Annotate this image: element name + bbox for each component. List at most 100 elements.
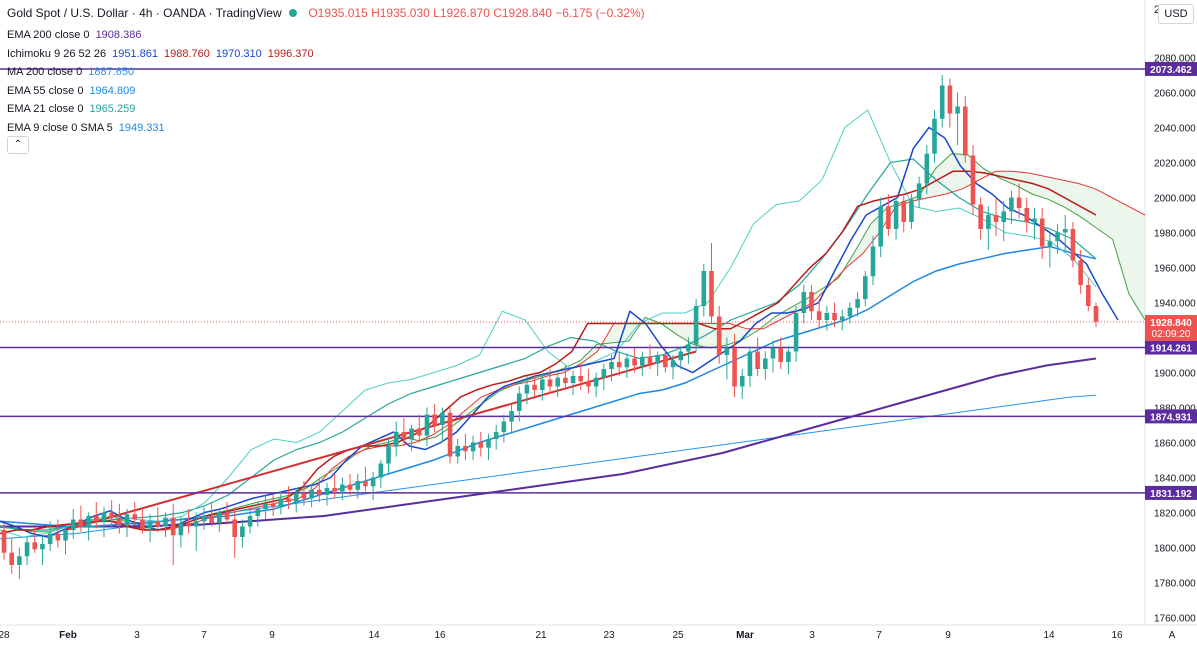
candle-body <box>424 414 430 436</box>
level-price-label: 1914.261 <box>1150 344 1192 355</box>
candle-body <box>1016 197 1022 208</box>
candle-body <box>993 215 999 222</box>
indicator-row[interactable]: EMA 200 close 0 1908.386 <box>0 26 645 45</box>
candle-body <box>1039 218 1045 247</box>
candle-body <box>670 360 676 368</box>
y-tick-label: 1860.000 <box>1154 439 1196 450</box>
candle-body <box>455 446 461 457</box>
candle-body <box>632 358 637 366</box>
candle-body <box>401 432 407 439</box>
indicator-value: 1965.259 <box>89 103 136 115</box>
indicator-row[interactable]: EMA 55 close 0 1964.809 <box>0 82 645 101</box>
candle-body <box>193 521 199 527</box>
candle-body <box>547 379 553 387</box>
level-price-tag <box>1145 409 1197 424</box>
candle-body <box>786 351 791 362</box>
candle-body <box>186 523 191 527</box>
y-tick-label: 2080.000 <box>1154 54 1196 65</box>
platform: TradingView <box>215 6 282 20</box>
candle-body <box>563 377 568 383</box>
candle-body <box>532 384 537 390</box>
candle-body <box>47 533 53 544</box>
candle-body <box>986 215 991 229</box>
collapse-legend-button[interactable]: ⌃ <box>7 136 29 154</box>
ohlc-high: H1935.030 <box>371 6 430 20</box>
candle-body <box>340 484 345 492</box>
ichimoku-kijun-line <box>0 170 1097 535</box>
candle-body <box>347 484 353 490</box>
candle-body <box>663 355 668 368</box>
y-tick-label: 2000.000 <box>1154 194 1196 205</box>
candle-body <box>478 442 484 448</box>
candle-body <box>624 358 630 368</box>
candle-body <box>847 307 853 317</box>
candle-body <box>309 489 314 499</box>
candle-body <box>855 299 860 308</box>
x-tick-label: 16 <box>434 630 446 641</box>
indicator-row[interactable]: EMA 9 close 0 SMA 5 1949.331 <box>0 119 645 138</box>
y-tick-label: 2020.000 <box>1154 159 1196 170</box>
candle-body <box>732 348 737 387</box>
candle-body <box>839 316 845 320</box>
candle-body <box>893 201 899 229</box>
x-tick-label: 25 <box>672 630 684 641</box>
candle-body <box>447 412 453 457</box>
y-tick-label: 1940.000 <box>1154 299 1196 310</box>
level-price-label: 2073.462 <box>1150 65 1192 76</box>
x-tick-label: 3 <box>134 630 140 641</box>
level-price-label: 1874.931 <box>1150 412 1192 423</box>
candle-body <box>232 519 237 537</box>
candle-body <box>962 106 968 156</box>
indicator-value: 1951.861 <box>112 47 158 60</box>
candle-body <box>1024 208 1030 222</box>
candle-body <box>240 526 245 537</box>
candle-body <box>601 369 607 378</box>
indicator-label: EMA 55 close 0 <box>7 84 84 97</box>
auto-scale-icon[interactable]: A <box>1169 630 1176 641</box>
x-tick-label: 7 <box>876 630 882 641</box>
candle-body <box>32 542 38 550</box>
candle-body <box>616 362 622 368</box>
x-tick-label: 9 <box>269 630 275 641</box>
symbol-name[interactable]: Gold Spot / U.S. Dollar <box>7 6 129 20</box>
indicator-row[interactable]: Ichimoku 9 26 52 26 1951.861 1988.760 1970.… <box>0 45 645 64</box>
indicator-row[interactable]: EMA 21 close 0 1965.259 <box>0 100 645 119</box>
level-price-tag <box>1145 340 1197 355</box>
candle-body <box>93 516 99 522</box>
candle-body <box>147 521 153 529</box>
candle-body <box>486 439 491 448</box>
x-tick-label: 23 <box>603 630 615 641</box>
ohlc-change: −6.175 (−0.32%) <box>555 6 645 20</box>
timeframe[interactable]: 4h <box>139 6 153 20</box>
broker: OANDA <box>163 6 206 20</box>
candle-body <box>332 488 337 492</box>
candle-body <box>109 512 114 518</box>
candle-body <box>63 530 68 541</box>
candle-body <box>432 414 437 425</box>
candle-body <box>524 384 530 394</box>
candle-body <box>978 204 983 229</box>
candle-body <box>686 344 691 352</box>
x-tick-label: 21 <box>535 630 547 641</box>
candle-body <box>317 489 322 495</box>
candle-body <box>693 306 699 345</box>
candle-body <box>1001 211 1007 222</box>
candle-body <box>9 552 14 565</box>
candle-body <box>178 523 184 536</box>
candle-body <box>493 432 499 439</box>
candle-body <box>570 376 576 383</box>
candle-body <box>909 199 914 222</box>
candle-body <box>224 512 230 520</box>
currency-select[interactable]: USD <box>1158 4 1194 24</box>
y-tick-label: 1900.000 <box>1154 369 1196 380</box>
price-axis-partial-label: 2 <box>1154 4 1160 16</box>
indicator-row[interactable]: MA 200 close 0 1887.650 <box>0 63 645 82</box>
ichimoku-span-b <box>0 170 1146 534</box>
candle-body <box>939 85 945 119</box>
candle-body <box>824 313 830 320</box>
indicator-value: 1970.310 <box>215 47 262 60</box>
candle-body <box>593 377 599 387</box>
candle-body <box>286 498 291 502</box>
y-tick-label: 1800.000 <box>1154 544 1196 555</box>
